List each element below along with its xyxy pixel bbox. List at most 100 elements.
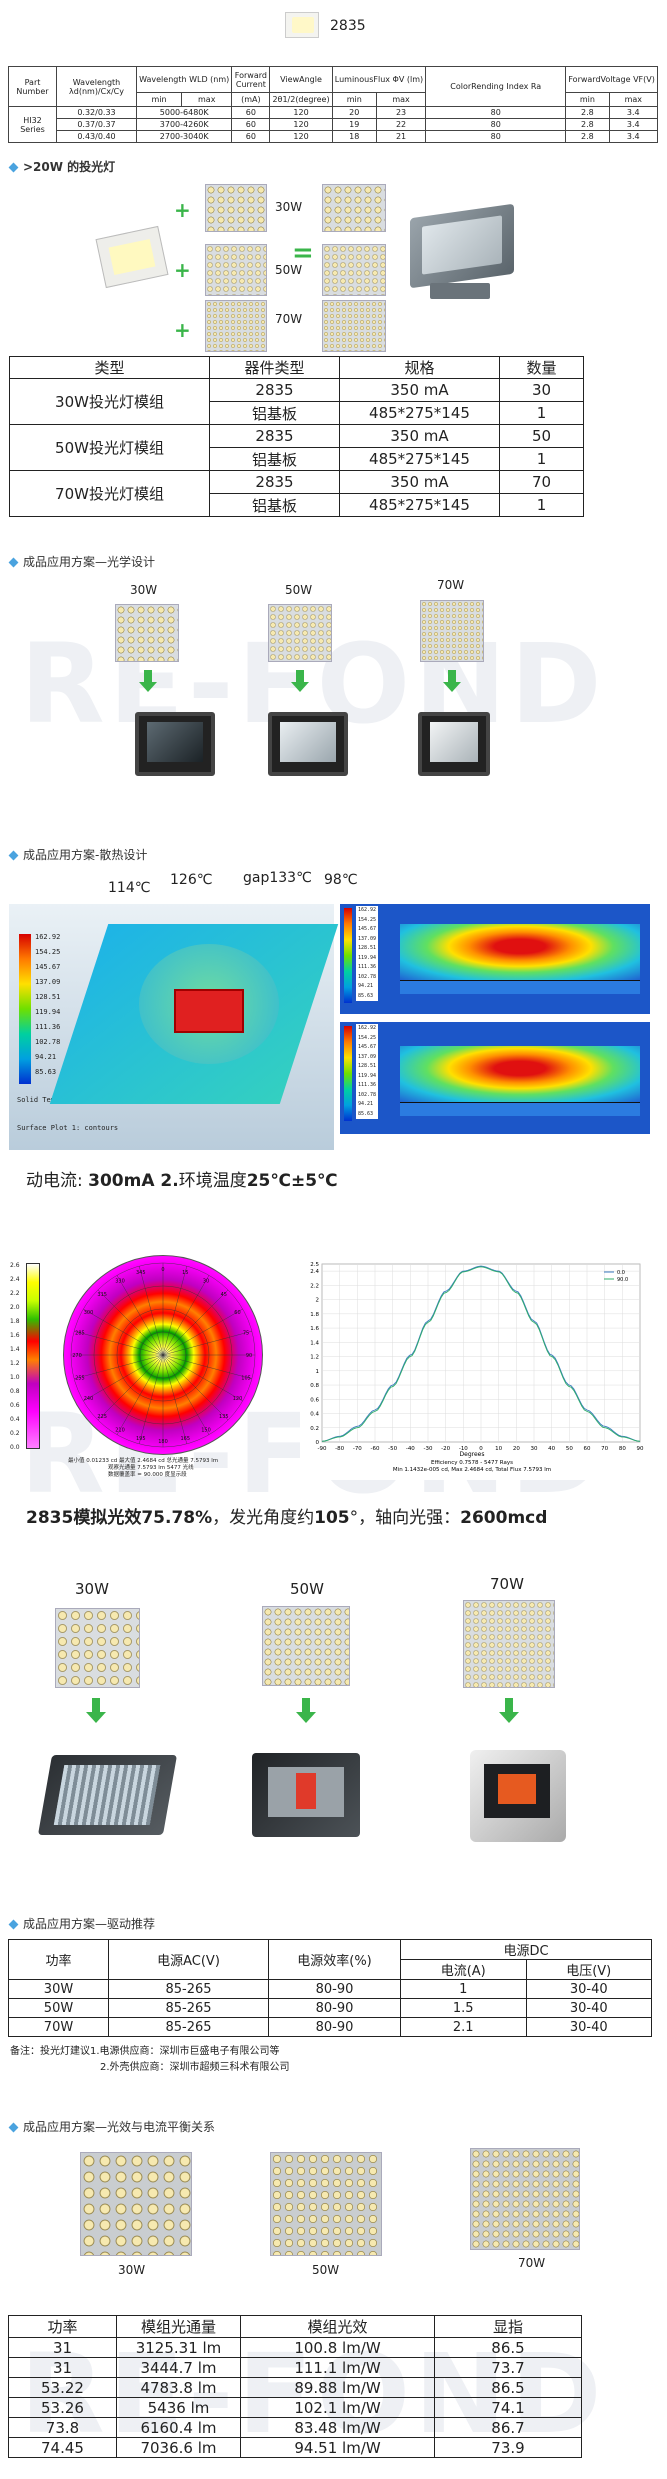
td-eff: 94.51 lm/W xyxy=(240,2437,435,2458)
polar-tick-label: 330 xyxy=(115,1279,125,1285)
colorbar-value: 1.0 xyxy=(10,1374,20,1381)
colorbar-value: 1.8 xyxy=(10,1318,20,1325)
th-min: min xyxy=(135,92,183,107)
plus-icon: + xyxy=(174,198,191,222)
polar-spoke xyxy=(74,1330,164,1356)
floodlight-30w-image xyxy=(135,712,215,776)
legend-value: 94.21 xyxy=(35,1053,57,1061)
floodlight-70w-image xyxy=(418,712,490,776)
curve-x-tick: 80 xyxy=(619,1446,626,1452)
th-power: 功率 xyxy=(8,1939,109,1980)
polar-tick-label: 315 xyxy=(97,1292,107,1298)
colorbar-value: 2.4 xyxy=(10,1276,20,1283)
curve-y-tick: 0.6 xyxy=(310,1397,319,1403)
td-device: 2835 xyxy=(209,424,340,448)
th-type: 类型 xyxy=(9,356,210,379)
summary-c: ，发光角度约 xyxy=(212,1508,315,1528)
td-cell: 0.43/0.40 xyxy=(56,130,137,143)
td-cell: 80 xyxy=(425,118,567,131)
td-cell: 0.37/0.37 xyxy=(56,118,137,131)
section-floodlight-title: >20W 的投光灯 xyxy=(8,158,115,175)
polar-spoke xyxy=(162,1354,243,1402)
th-qty: 数量 xyxy=(499,356,584,379)
td-series: HI32 Series xyxy=(8,106,57,143)
legend-value: 102.78 xyxy=(358,1091,377,1098)
summary-a: 2835模拟光效 xyxy=(26,1508,142,1528)
td-power: 53.26 xyxy=(8,2397,117,2418)
legend-value: 162.92 xyxy=(35,933,61,941)
polar-tick-label: 300 xyxy=(84,1310,94,1316)
td-flux: 6160.4 lm xyxy=(116,2417,241,2438)
td-power: 31 xyxy=(8,2337,117,2358)
curve-info-1: Efficiency 0.7578 - 5477 Rays xyxy=(431,1460,513,1466)
legend-value: 137.09 xyxy=(35,978,61,986)
legend-value: 162.92 xyxy=(358,1025,377,1031)
housing-50w-image xyxy=(252,1745,362,1843)
legend-value: 145.67 xyxy=(358,926,377,932)
td-qty: 70 xyxy=(499,470,584,494)
polar-spoke xyxy=(97,1354,164,1421)
temp-label-gap133: gap133℃ xyxy=(243,870,312,886)
colorbar-value: 0.8 xyxy=(10,1388,20,1395)
th-device: 器件类型 xyxy=(209,356,340,379)
plus-icon: + xyxy=(174,318,191,342)
legend-value: 137.09 xyxy=(358,935,377,942)
th-cri: 显指 xyxy=(434,2315,582,2338)
td-ac: 85-265 xyxy=(108,2017,269,2037)
polar-note-2: 观察光通量 7.5793 lm 5477 光线 xyxy=(108,1465,194,1471)
td-cell: 3700-4260K xyxy=(135,118,233,131)
td-cell: 80 xyxy=(425,130,567,143)
legend-value: 111.36 xyxy=(35,1023,61,1031)
led-board-30w-image xyxy=(115,604,179,662)
td-ac: 85-265 xyxy=(108,1979,269,1999)
polar-tick-label: 15 xyxy=(182,1270,188,1276)
thermal-colorbar-small-values: 162.92 154.25 145.67 137.09 128.51 119.9… xyxy=(356,1024,379,1119)
td-cell: 23 xyxy=(375,106,427,119)
colorbar-value: 2.6 xyxy=(10,1262,20,1269)
td-qty: 1 xyxy=(499,401,584,425)
legend-value: 128.51 xyxy=(358,945,377,951)
polar-colorbar xyxy=(26,1263,40,1449)
polar-spoke xyxy=(138,1354,164,1444)
th-flux: LuminousFlux ΦV (lm) xyxy=(331,66,427,93)
td-cell: 2.8 xyxy=(565,118,610,131)
td-cell: 120 xyxy=(269,130,333,143)
colorbar-value: 1.4 xyxy=(10,1346,20,1353)
temp-label-114: 114℃ xyxy=(108,880,151,896)
curve-x-tick: 20 xyxy=(513,1446,520,1452)
th-max: max xyxy=(181,92,233,107)
th-current-unit: (mA) xyxy=(231,92,271,107)
curve-info-2: Min 1.1432e-005 cd, Max 2.4684 cd, Total… xyxy=(393,1467,551,1473)
curve-x-tick: 10 xyxy=(495,1446,502,1452)
polar-spoke xyxy=(162,1289,229,1356)
td-cri: 86.7 xyxy=(434,2417,582,2438)
td-power: 73.8 xyxy=(8,2417,117,2438)
td-cell: 22 xyxy=(375,118,427,131)
curve-y-tick: 2.4 xyxy=(310,1269,319,1275)
legend-value: 111.36 xyxy=(358,1082,377,1088)
td-qty: 1 xyxy=(499,447,584,471)
th-current: 电流(A) xyxy=(400,1959,527,1980)
floodlight-fixture-image xyxy=(400,203,520,305)
section-title-text: 成品应用方案-散热设计 xyxy=(23,848,148,862)
td-voltage: 30-40 xyxy=(525,1979,652,1999)
summary-d: 105 xyxy=(314,1508,350,1528)
driver-table: 功率 电源AC(V) 电源效率(%) 电源DC 电流(A) 电压(V) 30W … xyxy=(8,1939,652,2037)
driver-note-1: 备注：投光灯建议1.电源供应商：深圳市巨盛电子有限公司等 xyxy=(10,2046,280,2057)
td-cell: 2700-3040K xyxy=(135,130,233,143)
curve-x-tick: 40 xyxy=(548,1446,555,1452)
td-eff: 83.48 lm/W xyxy=(240,2417,435,2438)
intensity-curve-chart: -90 -80 -70 -60 -50 -40 -30 -20 -10 0 10 20 30 40 50 60… xyxy=(300,1252,655,1480)
polar-tick-label: 45 xyxy=(221,1292,227,1298)
curve-x-tick: -30 xyxy=(424,1446,433,1452)
legend-value: 145.67 xyxy=(358,1044,377,1050)
curve-x-tick: -40 xyxy=(406,1446,415,1452)
th-current: Forward Current xyxy=(231,66,271,93)
thermal-colorbar-small xyxy=(344,1026,352,1121)
plus-icon: + xyxy=(174,258,191,282)
colorbar-value: 2.2 xyxy=(10,1290,20,1297)
curve-x-tick: -50 xyxy=(388,1446,397,1452)
td-eff: 80-90 xyxy=(268,1998,401,2018)
chip-large-image xyxy=(95,225,169,289)
td-type: 70W投光灯模组 xyxy=(9,470,210,517)
